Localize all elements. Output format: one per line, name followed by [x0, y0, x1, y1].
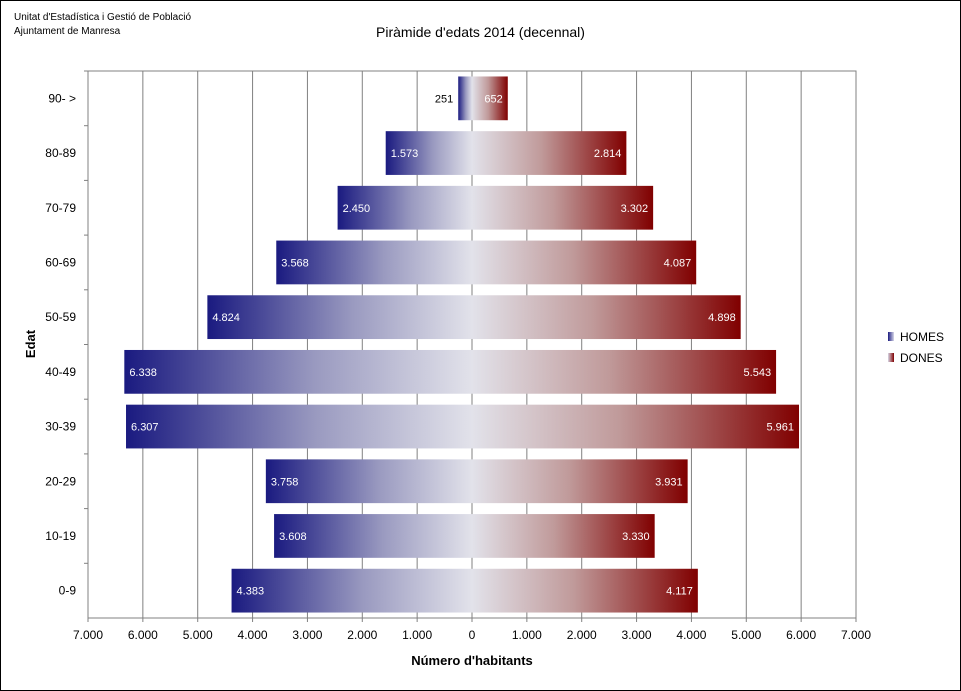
bar-dones	[472, 568, 698, 613]
category-label: 40-49	[45, 365, 76, 379]
legend-item-dones: DONES	[888, 347, 944, 368]
bar-homes	[337, 185, 472, 230]
bar-dones	[472, 404, 800, 449]
legend-label-homes: HOMES	[900, 329, 945, 344]
data-label-dones: 4.087	[664, 257, 692, 269]
x-tick-label: 5.000	[183, 628, 213, 642]
x-tick-label: 1.000	[512, 628, 542, 642]
bar-homes	[274, 514, 472, 558]
data-label-homes: 3.758	[271, 476, 299, 488]
legend-item-homes: HOMES	[888, 326, 944, 347]
bar-homes	[265, 459, 472, 504]
gridlines	[142, 71, 802, 618]
data-label-homes: 3.608	[279, 531, 307, 543]
category-label: 80-89	[45, 146, 76, 160]
x-tick-label: 3.000	[622, 628, 652, 642]
data-label-homes: 2.450	[343, 203, 371, 215]
bar-homes	[458, 76, 472, 121]
x-tick-label: 7.000	[841, 628, 871, 642]
legend-label-dones: DONES	[900, 350, 943, 365]
category-label: 50-59	[45, 310, 76, 324]
data-label-dones: 3.931	[655, 476, 683, 488]
data-label-homes: 3.568	[281, 257, 309, 269]
bar-dones	[472, 514, 655, 558]
data-label-dones: 5.961	[766, 422, 794, 434]
data-label-dones: 4.117	[666, 586, 693, 598]
x-tick-label: 7.000	[73, 628, 103, 642]
bar-dones	[472, 459, 688, 504]
data-label-homes: 6.338	[129, 367, 157, 379]
data-label-dones: 3.302	[621, 203, 649, 215]
legend-swatch-dones	[888, 353, 894, 362]
bar-dones	[472, 240, 697, 285]
data-label-homes: 1.573	[391, 148, 419, 160]
chart-title: Piràmide d'edats 2014 (decennal)	[376, 24, 585, 40]
bar-homes	[126, 404, 473, 449]
bar-dones	[472, 185, 654, 230]
x-tick-label: 3.000	[292, 628, 322, 642]
data-label-dones: 3.330	[622, 531, 650, 543]
data-label-homes: 6.307	[131, 422, 159, 434]
data-label-homes: 251	[435, 93, 453, 105]
data-label-dones: 4.898	[708, 312, 736, 324]
category-label: 30-39	[45, 420, 76, 434]
bar-homes	[124, 349, 472, 394]
x-tick-label: 4.000	[676, 628, 706, 642]
x-tick-label: 5.000	[731, 628, 761, 642]
y-axis-label: Edat	[23, 329, 38, 358]
bar-dones	[472, 131, 627, 175]
category-label: 0-9	[59, 584, 77, 598]
category-label: 10-19	[45, 529, 76, 543]
x-tick-label: 4.000	[238, 628, 268, 642]
data-label-dones: 2.814	[594, 148, 622, 160]
legend-swatch-homes	[888, 332, 894, 341]
bar-dones	[472, 76, 508, 121]
x-tick-label: 2.000	[567, 628, 597, 642]
bars: 251 652 1.573 2.814 2.450 3.302 3.568 4.087 4.82…	[124, 76, 800, 613]
bar-homes	[385, 131, 472, 175]
org-name-line-2: Ajuntament de Manresa	[14, 26, 121, 37]
data-label-dones: 5.543	[744, 367, 772, 379]
bar-dones	[472, 295, 741, 340]
bar-homes	[207, 295, 472, 340]
bar-dones	[472, 349, 777, 394]
x-tick-label: 0	[469, 628, 476, 642]
data-label-homes: 4.383	[237, 586, 265, 598]
legend: HOMES DONES	[888, 326, 944, 368]
x-tick-label: 2.000	[347, 628, 377, 642]
category-label: 20-29	[45, 474, 76, 488]
data-label-homes: 4.824	[212, 312, 240, 324]
x-tick-label: 1.000	[402, 628, 432, 642]
axis-ticks: 7.000 6.000 5.000 4.000 3.000 2.000 1.000 0 1.00…	[45, 70, 871, 642]
x-axis-label: Número d'habitants	[411, 653, 533, 668]
data-label-dones: 652	[484, 93, 502, 105]
x-tick-label: 6.000	[786, 628, 816, 642]
bar-homes	[276, 240, 472, 285]
org-name-line-1: Unitat d'Estadística i Gestió de Poblaci…	[14, 12, 192, 23]
category-label: 60-69	[45, 255, 76, 269]
category-label: 90- >	[48, 91, 76, 105]
x-tick-label: 6.000	[128, 628, 158, 642]
category-label: 70-79	[45, 201, 76, 215]
bar-homes	[231, 568, 472, 613]
